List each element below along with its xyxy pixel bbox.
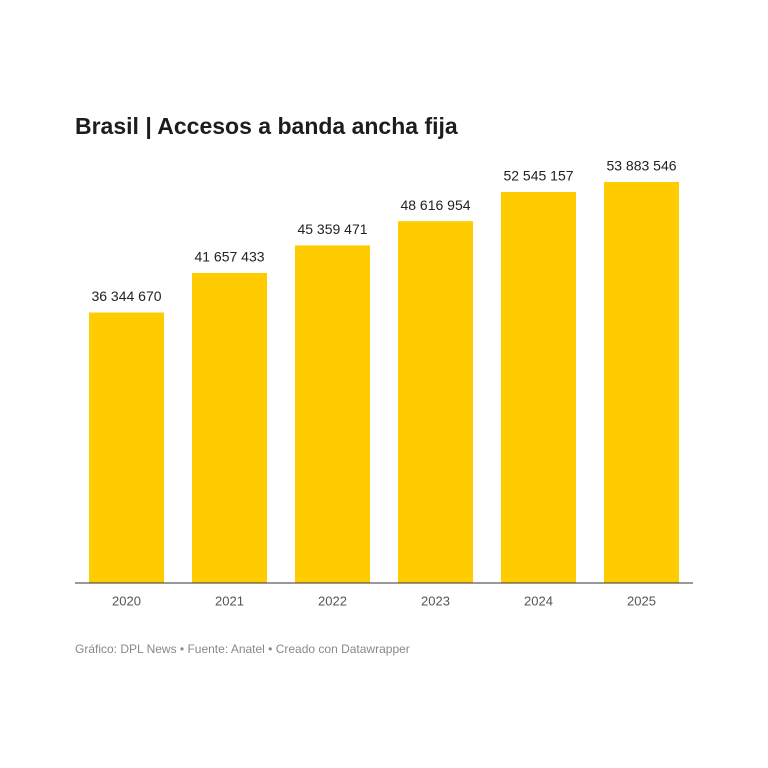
bar xyxy=(604,182,679,583)
value-label: 48 616 954 xyxy=(400,197,470,213)
x-tick-label: 2022 xyxy=(318,593,347,608)
value-label: 52 545 157 xyxy=(503,168,573,184)
source-note: Gráfico: DPL News • Fuente: Anatel • Cre… xyxy=(75,642,410,656)
x-tick-label: 2021 xyxy=(215,593,244,608)
value-label: 53 883 546 xyxy=(606,158,676,174)
bar xyxy=(295,245,370,583)
bar xyxy=(398,221,473,583)
value-label: 45 359 471 xyxy=(297,221,367,237)
value-label: 36 344 670 xyxy=(91,288,161,304)
bar xyxy=(501,191,576,583)
bar xyxy=(192,272,267,583)
chart-title: Brasil | Accesos a banda ancha fija xyxy=(75,113,458,139)
x-tick-label: 2025 xyxy=(627,593,656,608)
x-tick-label: 2020 xyxy=(112,593,141,608)
x-tick-label: 2024 xyxy=(524,593,553,608)
bar xyxy=(89,312,164,583)
x-tick-label: 2023 xyxy=(421,593,450,608)
value-label: 41 657 433 xyxy=(194,249,264,265)
